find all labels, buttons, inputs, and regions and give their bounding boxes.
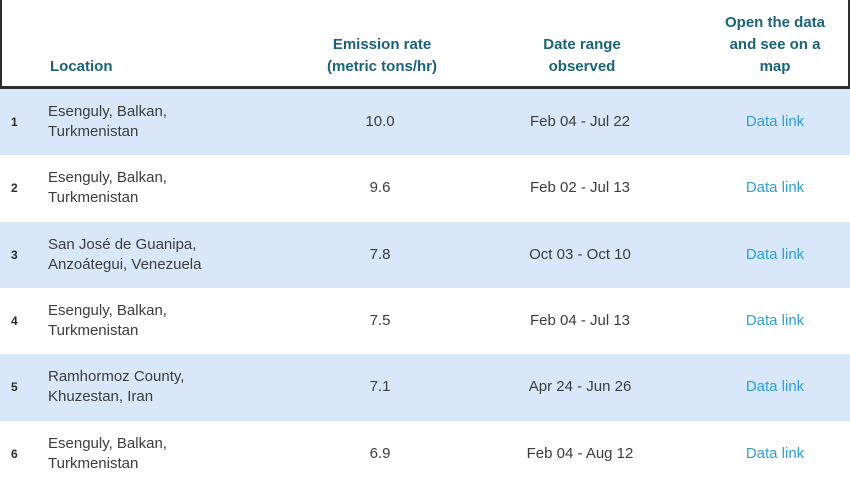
row-link-cell: Data link [700,112,850,132]
row-location: Esenguly, Balkan, Turkmenistan [48,102,300,142]
row-rank: 1 [11,115,18,130]
data-link[interactable]: Data link [745,444,805,462]
row-link-cell: Data link [700,178,850,198]
data-link[interactable]: Data link [745,179,805,197]
row-rank: 3 [11,247,18,262]
rank-column-header [2,0,50,86]
row-location-text: Esenguly, Balkan, Turkmenistan [48,103,167,141]
table-body: 1 Esenguly, Balkan, Turkmenistan 10.0 Fe… [0,89,850,487]
row-rank: 6 [11,446,18,461]
row-emission-rate: 9.6 [369,179,391,197]
row-rank: 4 [11,314,18,329]
row-emission-rate: 7.1 [369,378,391,396]
location-column-header: Location [50,56,302,86]
row-date-range: Feb 04 - Jul 22 [529,113,631,131]
open-data-column-label: Open the data and see on a map [724,14,825,75]
table-row: 1 Esenguly, Balkan, Turkmenistan 10.0 Fe… [0,89,850,156]
data-link[interactable]: Data link [745,312,805,330]
row-rank: 5 [11,380,18,395]
table-row: 2 Esenguly, Balkan, Turkmenistan 9.6 Feb… [0,155,850,222]
row-rank: 2 [11,181,18,196]
row-date-range: Feb 04 - Jul 13 [529,312,631,330]
emission-rate-column-header: Emission rate (metric tons/hr) [302,34,462,86]
row-emission-rate: 7.5 [369,312,391,330]
emission-rate-column-label: Emission rate (metric tons/hr) [326,36,437,75]
row-link-cell: Data link [700,311,850,331]
table-row: 4 Esenguly, Balkan, Turkmenistan 7.5 Feb… [0,287,850,355]
row-location-text: Esenguly, Balkan, Turkmenistan [48,434,167,472]
location-column-label: Location [50,58,113,75]
row-date-range: Feb 02 - Jul 13 [529,179,631,197]
row-emission-rate: 7.8 [369,245,391,263]
row-date-range: Apr 24 - Jun 26 [528,378,632,396]
row-location-text: San José de Guanipa, Anzoátegui, Venezue… [48,235,202,273]
table-row: 3 San José de Guanipa, Anzoátegui, Venez… [0,221,850,288]
row-location: Esenguly, Balkan, Turkmenistan [48,301,300,341]
row-location: San José de Guanipa, Anzoátegui, Venezue… [48,235,300,275]
data-link[interactable]: Data link [745,113,805,131]
open-data-column-header: Open the data and see on a map [702,12,848,86]
data-link[interactable]: Data link [745,378,805,396]
row-location: Ramhormoz County, Khuzestan, Iran [48,367,300,407]
date-range-column-label: Date range observed [543,36,621,75]
row-emission-rate: 10.0 [365,113,395,131]
row-link-cell: Data link [700,377,850,397]
row-emission-rate: 6.9 [369,444,391,462]
row-date-range: Oct 03 - Oct 10 [529,245,631,263]
table-row: 6 Esenguly, Balkan, Turkmenistan 6.9 Feb… [0,420,850,487]
row-link-cell: Data link [700,245,850,265]
row-date-range: Feb 04 - Aug 12 [526,444,634,462]
row-location-text: Esenguly, Balkan, Turkmenistan [48,302,167,340]
row-link-cell: Data link [700,444,850,464]
table-header-row: Location Emission rate (metric tons/hr) … [0,0,850,89]
table-row: 5 Ramhormoz County, Khuzestan, Iran 7.1 … [0,354,850,421]
row-location-text: Ramhormoz County, Khuzestan, Iran [48,368,185,406]
row-location-text: Esenguly, Balkan, Turkmenistan [48,169,167,207]
date-range-column-header: Date range observed [462,34,702,86]
data-link[interactable]: Data link [745,245,805,263]
row-location: Esenguly, Balkan, Turkmenistan [48,168,300,208]
row-location: Esenguly, Balkan, Turkmenistan [48,434,300,474]
